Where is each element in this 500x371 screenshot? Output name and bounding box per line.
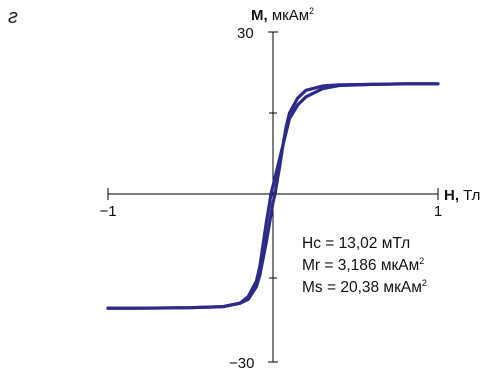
hysteresis-branch-ascending bbox=[106, 82, 440, 310]
panel-label: г bbox=[8, 6, 18, 28]
chart-labels: −1 1 30 −30 H, Тл M, мкАм2 bbox=[99, 6, 480, 371]
x-tick-label-min: −1 bbox=[99, 203, 116, 220]
y-axis-title: M, мкАм2 bbox=[251, 6, 314, 24]
coercivity-annotation: Hc = 13,02 мТл bbox=[302, 235, 411, 252]
saturation-annotation: Ms = 20,38 мкАм2 bbox=[302, 278, 427, 296]
chart-curves bbox=[106, 82, 440, 310]
y-tick-label-max: 30 bbox=[237, 25, 254, 42]
x-axis-title: H, Тл bbox=[444, 187, 480, 204]
y-tick-label-min: −30 bbox=[229, 355, 254, 371]
remanence-annotation: Mr = 3,186 мкАм2 bbox=[302, 256, 425, 274]
x-tick-label-max: 1 bbox=[434, 203, 442, 220]
